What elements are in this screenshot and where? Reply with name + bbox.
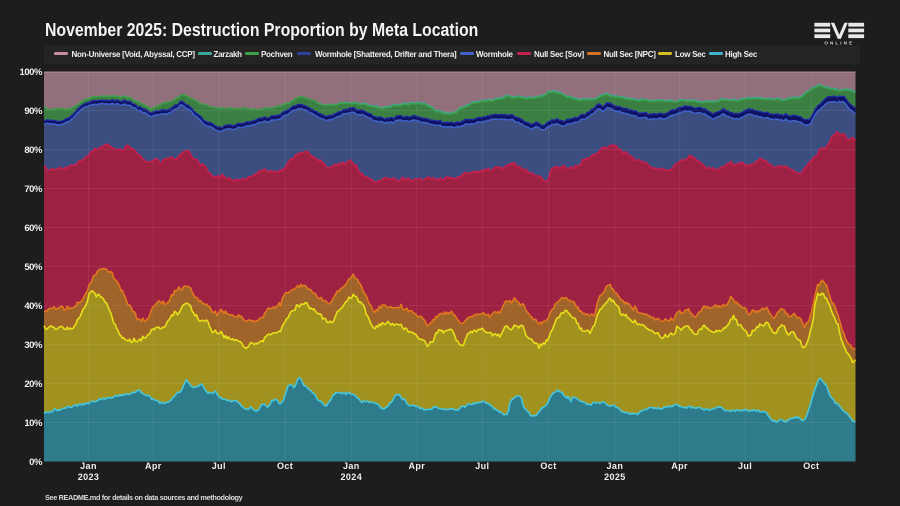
- svg-text:ONLINE: ONLINE: [824, 41, 854, 46]
